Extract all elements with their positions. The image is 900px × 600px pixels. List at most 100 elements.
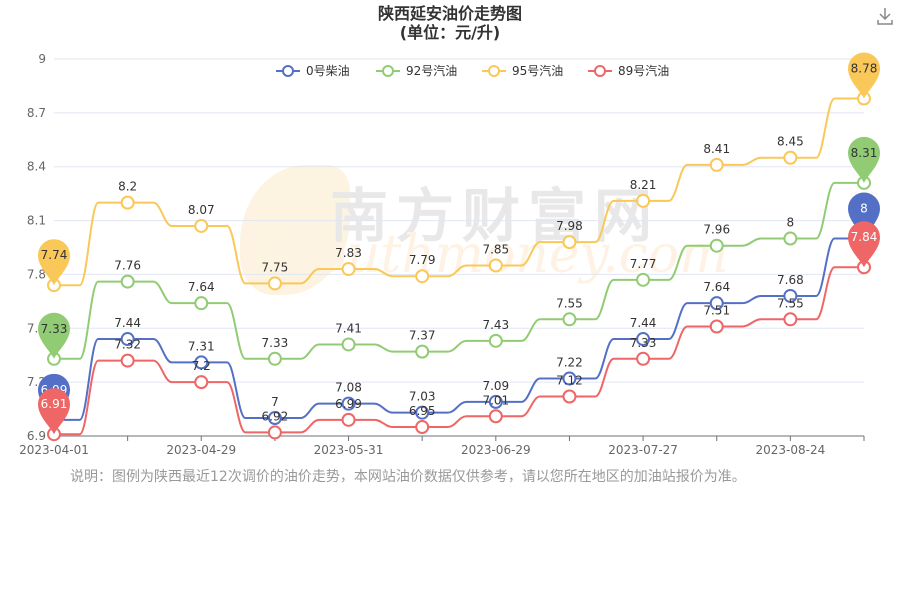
data-label: 7.32: [114, 338, 141, 352]
data-label: 7.31: [188, 339, 215, 353]
legend-label: 92号汽油: [406, 63, 457, 78]
download-icon[interactable]: [875, 6, 895, 26]
data-point: [783, 288, 798, 303]
data-label: 7.79: [409, 253, 436, 267]
data-point: [709, 296, 724, 311]
pin-marker: 8.31: [848, 136, 880, 183]
data-label: 7.64: [703, 280, 730, 294]
data-label: 7.44: [630, 316, 657, 330]
data-point: [415, 420, 430, 435]
data-label: 8.21: [630, 178, 657, 192]
legend-item[interactable]: 89号汽油: [588, 63, 669, 78]
pin-label: 7.33: [41, 322, 68, 336]
data-point: [562, 312, 577, 327]
legend-item[interactable]: 0号柴油: [276, 64, 350, 78]
data-label: 8.41: [703, 142, 730, 156]
pin-shape: [38, 239, 70, 286]
legend-marker: [382, 65, 394, 77]
data-label: 8.45: [777, 135, 804, 149]
x-tick-label: 2023-05-31: [314, 443, 384, 457]
legend-marker: [488, 65, 500, 77]
pin-shape: [848, 136, 880, 183]
data-point: [709, 238, 724, 253]
data-point: [194, 355, 209, 370]
data-label: 7.68: [777, 273, 804, 287]
data-label: 7.43: [482, 318, 509, 332]
y-tick-label: 7.8: [27, 267, 46, 281]
data-label: 6.92: [262, 409, 289, 423]
data-point: [120, 195, 135, 210]
pin-shape: [38, 312, 70, 359]
data-point: [267, 276, 282, 291]
data-label: 8.07: [188, 203, 215, 217]
min-max-markers: 6.99 8 7.33 8.31 7.74 8.78 6.91 7.84: [38, 52, 880, 435]
x-tick-label: 2023-04-29: [166, 443, 236, 457]
data-point: [709, 319, 724, 334]
data-point: [267, 425, 282, 440]
data-label: 7.03: [409, 390, 436, 404]
data-label: 7.77: [630, 257, 657, 271]
y-tick-label: 8.7: [27, 106, 46, 120]
data-label: 7.44: [114, 316, 141, 330]
data-label: 7.55: [777, 296, 804, 310]
legend-label: 0号柴油: [306, 64, 350, 78]
y-tick-label: 9: [38, 52, 46, 66]
x-tick-label: 2023-06-29: [461, 443, 531, 457]
data-point: [783, 150, 798, 165]
pin-label: 8.78: [851, 61, 878, 75]
data-point: [783, 312, 798, 327]
pin-marker: 7.84: [848, 221, 880, 268]
data-label: 7.01: [482, 393, 509, 407]
data-point: [709, 157, 724, 172]
pin-shape: [848, 221, 880, 268]
legend-item[interactable]: 95号汽油: [482, 63, 563, 78]
pin-shape: [848, 52, 880, 99]
data-label: 8.2: [118, 180, 137, 194]
chart-title: 陕西延安油价走势图: [377, 4, 522, 23]
series-line: [54, 97, 864, 287]
series-line: [54, 237, 864, 421]
data-label: 7.76: [114, 259, 141, 273]
pin-marker: 7.33: [38, 312, 70, 359]
data-point: [488, 258, 503, 273]
data-point: [636, 351, 651, 366]
data-point: [341, 396, 356, 411]
data-label: 7.09: [482, 379, 509, 393]
data-label: 7.64: [188, 280, 215, 294]
data-point: [267, 411, 282, 426]
legend-label: 95号汽油: [512, 63, 563, 78]
pin-label: 6.91: [41, 397, 68, 411]
data-point: [415, 269, 430, 284]
series-line: [54, 266, 864, 436]
legend[interactable]: 0号柴油 92号汽油 95号汽油 89号汽油: [276, 63, 669, 78]
data-label: 7.96: [703, 223, 730, 237]
data-point: [636, 332, 651, 347]
pin-label: 8.31: [851, 146, 878, 160]
legend-item[interactable]: 92号汽油: [376, 63, 457, 78]
data-point: [415, 405, 430, 420]
data-label: 6.99: [335, 397, 362, 411]
data-label: 7.12: [556, 374, 583, 388]
data-label: 7.83: [335, 246, 362, 260]
pin-marker: 7.74: [38, 239, 70, 286]
pin-marker: 6.91: [38, 388, 70, 435]
data-point: [120, 332, 135, 347]
data-point: [341, 412, 356, 427]
data-point: [562, 389, 577, 404]
pin-label: 7.84: [851, 230, 878, 244]
data-label: 8: [787, 216, 795, 230]
legend-label: 89号汽油: [618, 63, 669, 78]
data-point: [194, 296, 209, 311]
pin-shape: [38, 388, 70, 435]
data-point: [488, 409, 503, 424]
y-tick-label: 6.9: [27, 429, 46, 443]
data-label: 7.33: [630, 336, 657, 350]
chart-note: 说明：图例为陕西最近12次调价的油价走势，本网站油价数据仅供参考，请以您所在地区…: [70, 469, 746, 485]
x-tick-label: 2023-07-27: [608, 443, 678, 457]
chart-subtitle: (单位：元/升): [399, 23, 501, 42]
grid-lines: [54, 58, 864, 437]
data-point: [415, 344, 430, 359]
x-tick-label: 2023-04-01: [19, 443, 89, 457]
x-tick-label: 2023-08-24: [755, 443, 825, 457]
data-label: 6.95: [409, 404, 436, 418]
